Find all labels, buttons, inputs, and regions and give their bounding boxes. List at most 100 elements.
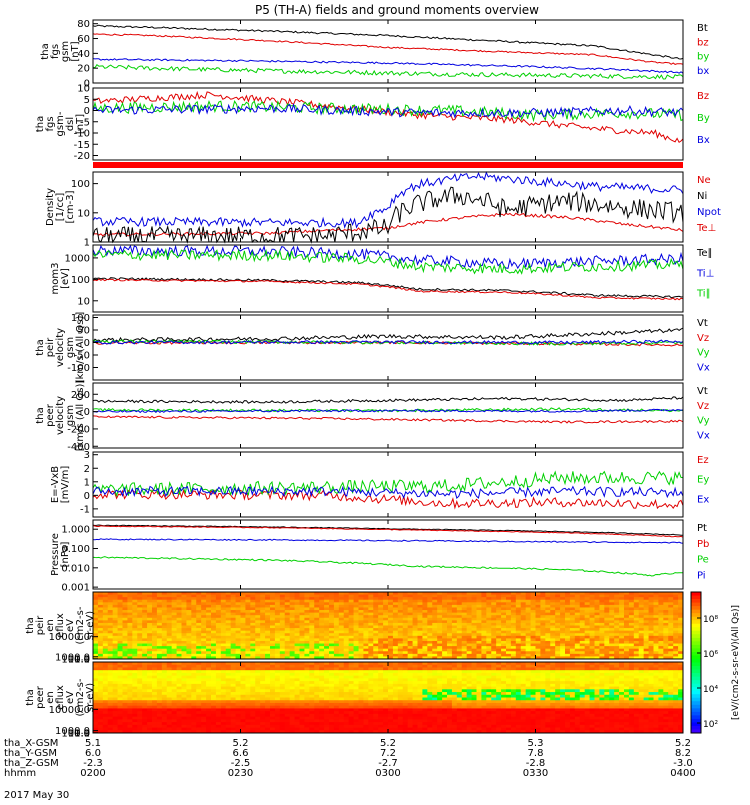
- spectrogram-cell: [103, 613, 108, 616]
- spectrogram-cell: [339, 689, 344, 692]
- spectrogram-cell: [201, 678, 206, 681]
- spectrogram-cell: [152, 665, 157, 668]
- spectrogram-cell: [373, 714, 378, 717]
- spectrogram-cell: [245, 706, 250, 709]
- spectrogram-cell: [501, 600, 506, 603]
- panel-pe_ion_spec: 0.11.010.0100.01000.010000.0thapeirenefl…: [25, 592, 683, 665]
- spectrogram-cell: [201, 600, 206, 603]
- spectrogram-cell: [132, 638, 137, 641]
- spectrogram-cell: [393, 597, 398, 600]
- spectrogram-cell: [280, 595, 285, 598]
- spectrogram-cell: [177, 714, 182, 717]
- spectrogram-cell: [280, 670, 285, 673]
- spectrogram-cell: [604, 636, 609, 639]
- spectrogram-cell: [481, 597, 486, 600]
- spectrogram-cell: [211, 615, 216, 618]
- spectrogram-cell: [585, 613, 590, 616]
- spectrogram-cell: [319, 665, 324, 668]
- spectrogram-cell: [658, 633, 663, 636]
- spectrogram-cell: [304, 646, 309, 649]
- spectrogram-cell: [113, 651, 118, 654]
- spectrogram-cell: [93, 595, 98, 598]
- spectrogram-cell: [255, 597, 260, 600]
- spectrogram-cell: [447, 613, 452, 616]
- spectrogram-cell: [619, 638, 624, 641]
- spectrogram-cell: [167, 649, 172, 652]
- spectrogram-cell: [191, 684, 196, 687]
- spectrogram-cell: [275, 728, 280, 731]
- spectrogram-cell: [452, 636, 457, 639]
- spectrogram-cell: [132, 649, 137, 652]
- spectrogram-cell: [526, 605, 531, 608]
- spectrogram-cell: [250, 615, 255, 618]
- spectrogram-cell: [191, 711, 196, 714]
- spectrogram-cell: [418, 641, 423, 644]
- spectrogram-cell: [354, 623, 359, 626]
- spectrogram-cell: [270, 638, 275, 641]
- spectrogram-cell: [467, 623, 472, 626]
- spectrogram-cell: [216, 728, 221, 731]
- spectrogram-cell: [270, 605, 275, 608]
- spectrogram-cell: [309, 620, 314, 623]
- spectrogram-cell: [162, 722, 167, 725]
- spectrogram-cell: [595, 641, 600, 644]
- spectrogram-cell: [359, 628, 364, 631]
- spectrogram-cell: [309, 641, 314, 644]
- spectrogram-cell: [191, 638, 196, 641]
- spectrogram-cell: [280, 633, 285, 636]
- spectrogram-cell: [304, 706, 309, 709]
- spectrogram-cell: [260, 714, 265, 717]
- spectrogram-cell: [221, 695, 226, 698]
- spectrogram-cell: [427, 641, 432, 644]
- spectrogram-cell: [103, 719, 108, 722]
- spectrogram-cell: [260, 597, 265, 600]
- spectrogram-cell: [206, 618, 211, 621]
- spectrogram-cell: [236, 681, 241, 684]
- spectrogram-cell: [526, 628, 531, 631]
- spectrogram-cell: [599, 628, 604, 631]
- spectrogram-cell: [580, 602, 585, 605]
- series-line-fgs_gsm-2: [93, 65, 683, 79]
- spectrogram-cell: [511, 613, 516, 616]
- spectrogram-cell: [137, 681, 142, 684]
- spectrogram-cell: [241, 695, 246, 698]
- spectrogram-cell: [408, 628, 413, 631]
- spectrogram-cell: [270, 607, 275, 610]
- spectrogram-cell: [196, 649, 201, 652]
- spectrogram-cell: [206, 684, 211, 687]
- legend-Te∥: Te∥: [696, 248, 713, 259]
- spectrogram-cell: [309, 595, 314, 598]
- spectrogram-cell: [462, 636, 467, 639]
- spectrogram-cell: [255, 722, 260, 725]
- spectrogram-cell: [590, 636, 595, 639]
- spectrogram-cell: [619, 613, 624, 616]
- spectrogram-cell: [398, 649, 403, 652]
- spectrogram-cell: [152, 728, 157, 731]
- spectrogram-cell: [334, 654, 339, 657]
- spectrogram-cell: [536, 649, 541, 652]
- spectrogram-cell: [236, 667, 241, 670]
- spectrogram-cell: [314, 700, 319, 703]
- spectrogram-cell: [118, 644, 123, 647]
- spectrogram-cell: [359, 687, 364, 690]
- spectrogram-cell: [250, 654, 255, 657]
- spectrogram-cell: [324, 703, 329, 706]
- spectrogram-cell: [201, 692, 206, 695]
- spectrogram-cell: [472, 620, 477, 623]
- spectrogram-cell: [531, 600, 536, 603]
- spectrogram-cell: [300, 649, 305, 652]
- spectrogram-cell: [540, 607, 545, 610]
- spectrogram-cell: [270, 695, 275, 698]
- spectrogram-cell: [373, 725, 378, 728]
- spectrogram-cell: [580, 620, 585, 623]
- spectrogram-cell: [673, 644, 678, 647]
- spectrogram-cell: [344, 595, 349, 598]
- spectrogram-cell: [162, 607, 167, 610]
- spectrogram-cell: [162, 602, 167, 605]
- series-line-pressure-3: [93, 539, 683, 543]
- spectrogram-cell: [354, 719, 359, 722]
- spectrogram-cell: [196, 618, 201, 621]
- spectrogram-cell: [137, 641, 142, 644]
- spectrogram-cell: [245, 692, 250, 695]
- spectrogram-cell: [290, 602, 295, 605]
